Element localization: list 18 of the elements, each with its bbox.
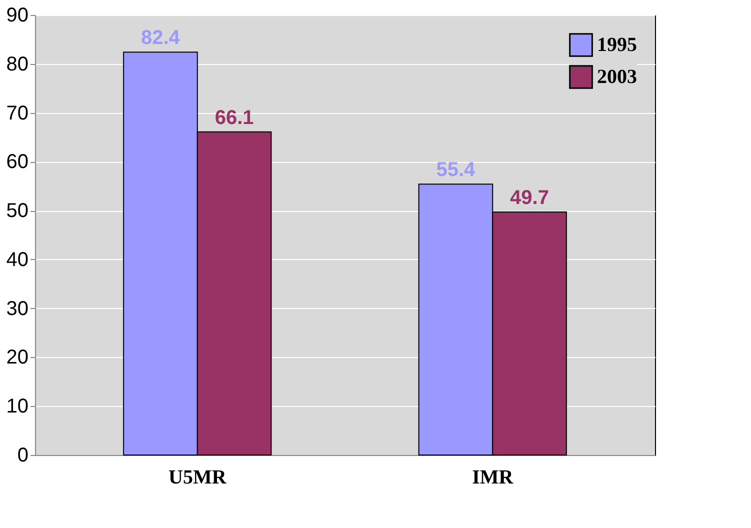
y-tick-label: 30 xyxy=(6,298,28,320)
y-tick-label: 80 xyxy=(6,53,28,76)
x-tick-label: U5MR xyxy=(168,466,227,488)
x-tick-label: IMR xyxy=(472,466,514,488)
data-label: 55.4 xyxy=(436,159,476,182)
data-label: 82.4 xyxy=(141,27,181,50)
legend-label: 1995 xyxy=(597,34,637,56)
y-tick-label: 0 xyxy=(17,444,28,466)
y-tick-label: 60 xyxy=(6,151,28,174)
legend-label: 2003 xyxy=(597,66,637,88)
y-tick-label: 40 xyxy=(6,248,28,271)
y-tick-label: 90 xyxy=(6,4,28,26)
y-tick-label: 10 xyxy=(6,396,28,418)
data-label: 66.1 xyxy=(214,106,254,129)
y-tick-label: 70 xyxy=(6,102,28,124)
y-tick-label: 50 xyxy=(6,200,28,222)
data-label: 49.7 xyxy=(510,187,549,210)
y-tick-label: 20 xyxy=(6,346,28,369)
